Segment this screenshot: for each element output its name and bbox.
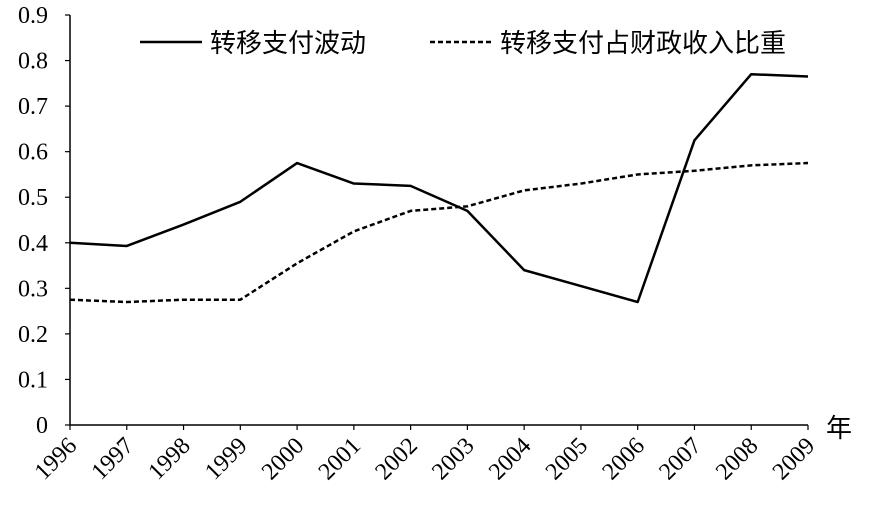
series-line-1 — [69, 72, 809, 304]
x-tick-label: 2009 — [768, 433, 820, 485]
y-tick-label: 0.4 — [18, 231, 48, 257]
y-tick-label: 0 — [36, 413, 48, 439]
y-tick-label: 0.6 — [18, 140, 48, 166]
x-tick-label: 2004 — [484, 433, 536, 485]
axes: 0 0.1 0.2 0.3 0.4 0.5 0.6 0.7 0.8 0.9 1996 1997 1998… — [18, 3, 820, 485]
y-tick-label: 0.5 — [18, 185, 48, 211]
y-tick-label: 0.1 — [18, 367, 48, 393]
x-tick-label: 2003 — [427, 433, 479, 485]
legend-label-1: 转移支付波动 — [210, 29, 366, 59]
x-tick-label: 1999 — [200, 433, 252, 485]
x-tick-label: 2006 — [598, 433, 650, 485]
series-group — [69, 72, 809, 304]
x-tick-label: 2001 — [314, 433, 366, 485]
series-line-2 — [69, 161, 809, 304]
y-tick-label: 0.7 — [18, 94, 48, 120]
x-tick-label: 2008 — [711, 433, 763, 485]
y-tick-label: 0.2 — [18, 322, 48, 348]
legend: 转移支付波动 转移支付占财政收入比重 — [140, 29, 786, 59]
x-tick-label: 2000 — [257, 433, 309, 485]
legend-label-2: 转移支付占财政收入比重 — [500, 29, 786, 59]
y-tick-label: 0.3 — [18, 276, 48, 302]
x-tick-label: 2005 — [541, 433, 593, 485]
x-axis-label: 年 — [826, 414, 852, 444]
x-tick-label: 2002 — [371, 433, 423, 485]
y-tick-label: 0.8 — [18, 49, 48, 75]
x-tick-label: 1997 — [87, 433, 139, 485]
x-tick-label: 2007 — [654, 433, 706, 485]
x-tick-label: 1996 — [30, 433, 82, 485]
y-tick-label: 0.9 — [18, 3, 48, 29]
x-tick-label: 1998 — [143, 433, 195, 485]
